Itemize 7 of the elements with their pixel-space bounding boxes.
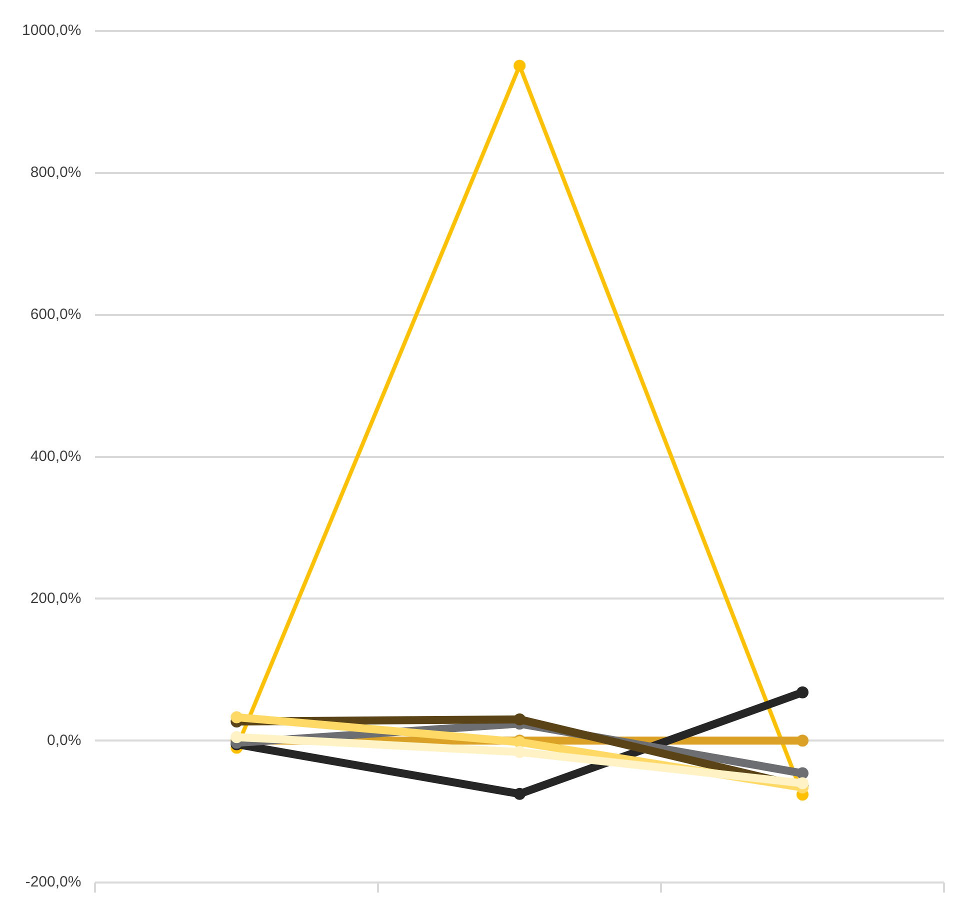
y-tick-label: 200,0% (30, 590, 82, 607)
y-tick-label: 0,0% (47, 732, 82, 749)
y-tick-label: -200,0% (25, 874, 82, 891)
y-tick-label: 800,0% (30, 164, 82, 182)
y-tick-label: 600,0% (30, 306, 82, 324)
y-tick-label: 1000,0% (22, 22, 82, 40)
y-tick-label: 400,0% (30, 448, 82, 465)
